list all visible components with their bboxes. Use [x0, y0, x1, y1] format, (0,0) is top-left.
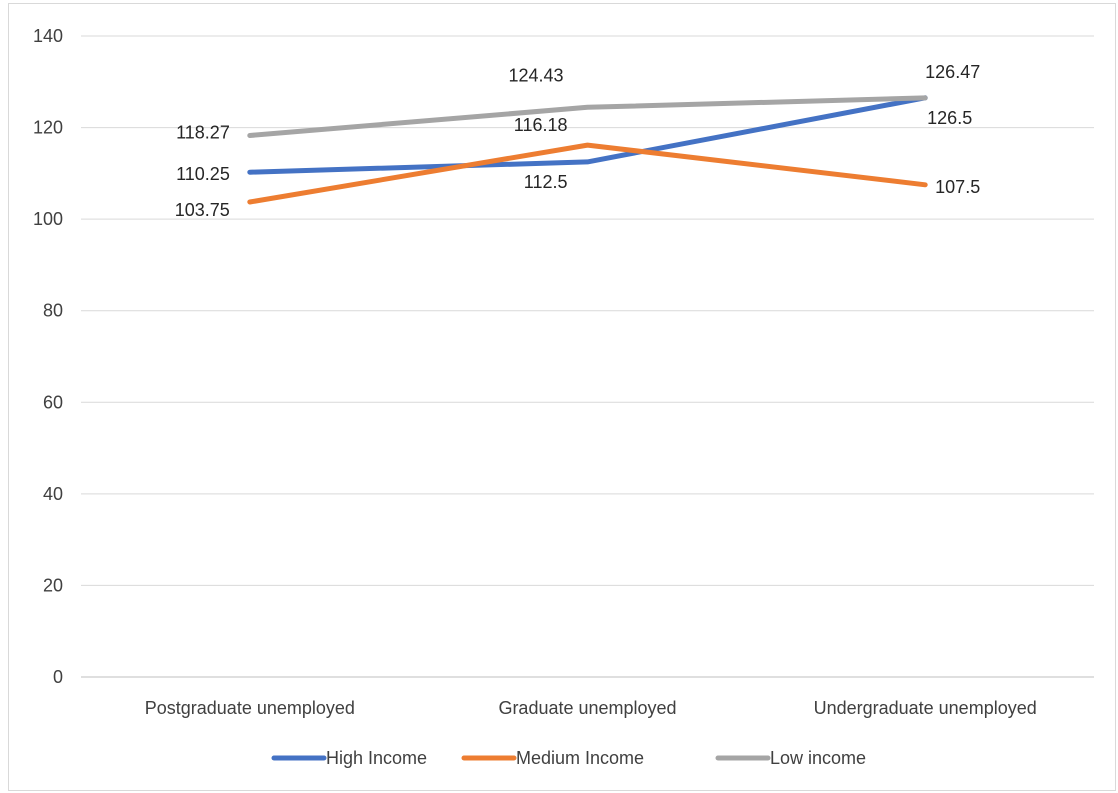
chart-frame: 0 20 40 60 80 100 120 140 Postgraduate unemploy… — [8, 3, 1116, 791]
data-label: 126.5 — [927, 108, 972, 128]
data-label: 126.47 — [925, 62, 980, 82]
x-category-label: Postgraduate unemployed — [145, 698, 355, 718]
data-label: 118.27 — [176, 122, 230, 142]
legend: High Income Medium Income Low income — [271, 748, 866, 768]
y-tick-label: 20 — [43, 575, 63, 595]
data-label: 110.25 — [176, 164, 230, 184]
y-tick-label: 140 — [33, 26, 63, 46]
legend-label: Medium Income — [516, 748, 644, 768]
data-label: 112.5 — [524, 172, 568, 192]
series-line-low-income — [247, 95, 928, 138]
x-category-label: Graduate unemployed — [498, 698, 676, 718]
x-category-label: Undergraduate unemployed — [814, 698, 1037, 718]
y-tick-label: 60 — [43, 392, 63, 412]
y-axis-tick-labels: 0 20 40 60 80 100 120 140 — [33, 26, 63, 687]
series-lines — [247, 95, 928, 205]
y-tick-label: 100 — [33, 209, 63, 229]
y-tick-label: 0 — [53, 667, 63, 687]
legend-label: High Income — [326, 748, 427, 768]
data-labels: 110.25 112.5 126.5 103.75 116.18 107.5 118.27 1… — [175, 62, 980, 220]
y-tick-label: 80 — [43, 301, 63, 321]
data-label: 124.43 — [508, 65, 563, 85]
series-line-medium-income — [247, 142, 928, 205]
y-tick-label: 120 — [33, 118, 63, 138]
data-label: 107.5 — [935, 177, 980, 197]
y-tick-label: 40 — [43, 484, 63, 504]
data-label: 116.18 — [514, 115, 568, 135]
legend-label: Low income — [770, 748, 866, 768]
line-chart: 0 20 40 60 80 100 120 140 Postgraduate unemploy… — [33, 26, 1094, 768]
series-line-high-income — [247, 95, 928, 175]
data-label: 103.75 — [175, 200, 230, 220]
grid-lines — [81, 35, 1094, 678]
x-axis-category-labels: Postgraduate unemployed Graduate unemploy… — [145, 698, 1037, 718]
